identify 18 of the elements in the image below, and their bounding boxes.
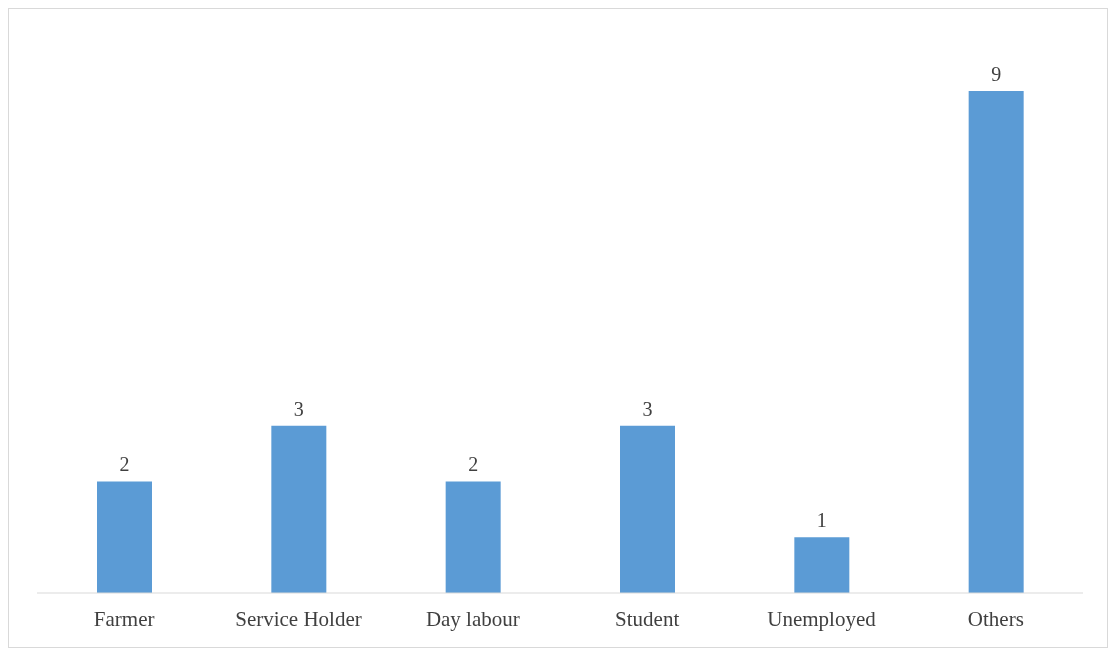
bar	[794, 537, 850, 593]
bar	[97, 481, 152, 593]
bar	[445, 481, 501, 593]
bar	[620, 425, 675, 593]
bar	[968, 91, 1024, 593]
bar	[271, 425, 327, 593]
data-label: 9	[991, 63, 1002, 85]
x-tick-label: Day labour	[425, 606, 520, 631]
data-label: 1	[816, 509, 827, 532]
x-tick-label: Student	[615, 606, 680, 631]
x-tick-label: Others	[967, 606, 1024, 631]
data-label: 3	[642, 397, 653, 420]
x-tick-label: Unemployed	[767, 606, 877, 631]
x-tick-label: Farmer	[93, 606, 155, 631]
x-tick-label: Service Holder	[235, 606, 362, 631]
data-label: 3	[293, 397, 304, 420]
data-label: 2	[468, 453, 479, 476]
data-label: 2	[119, 453, 130, 476]
